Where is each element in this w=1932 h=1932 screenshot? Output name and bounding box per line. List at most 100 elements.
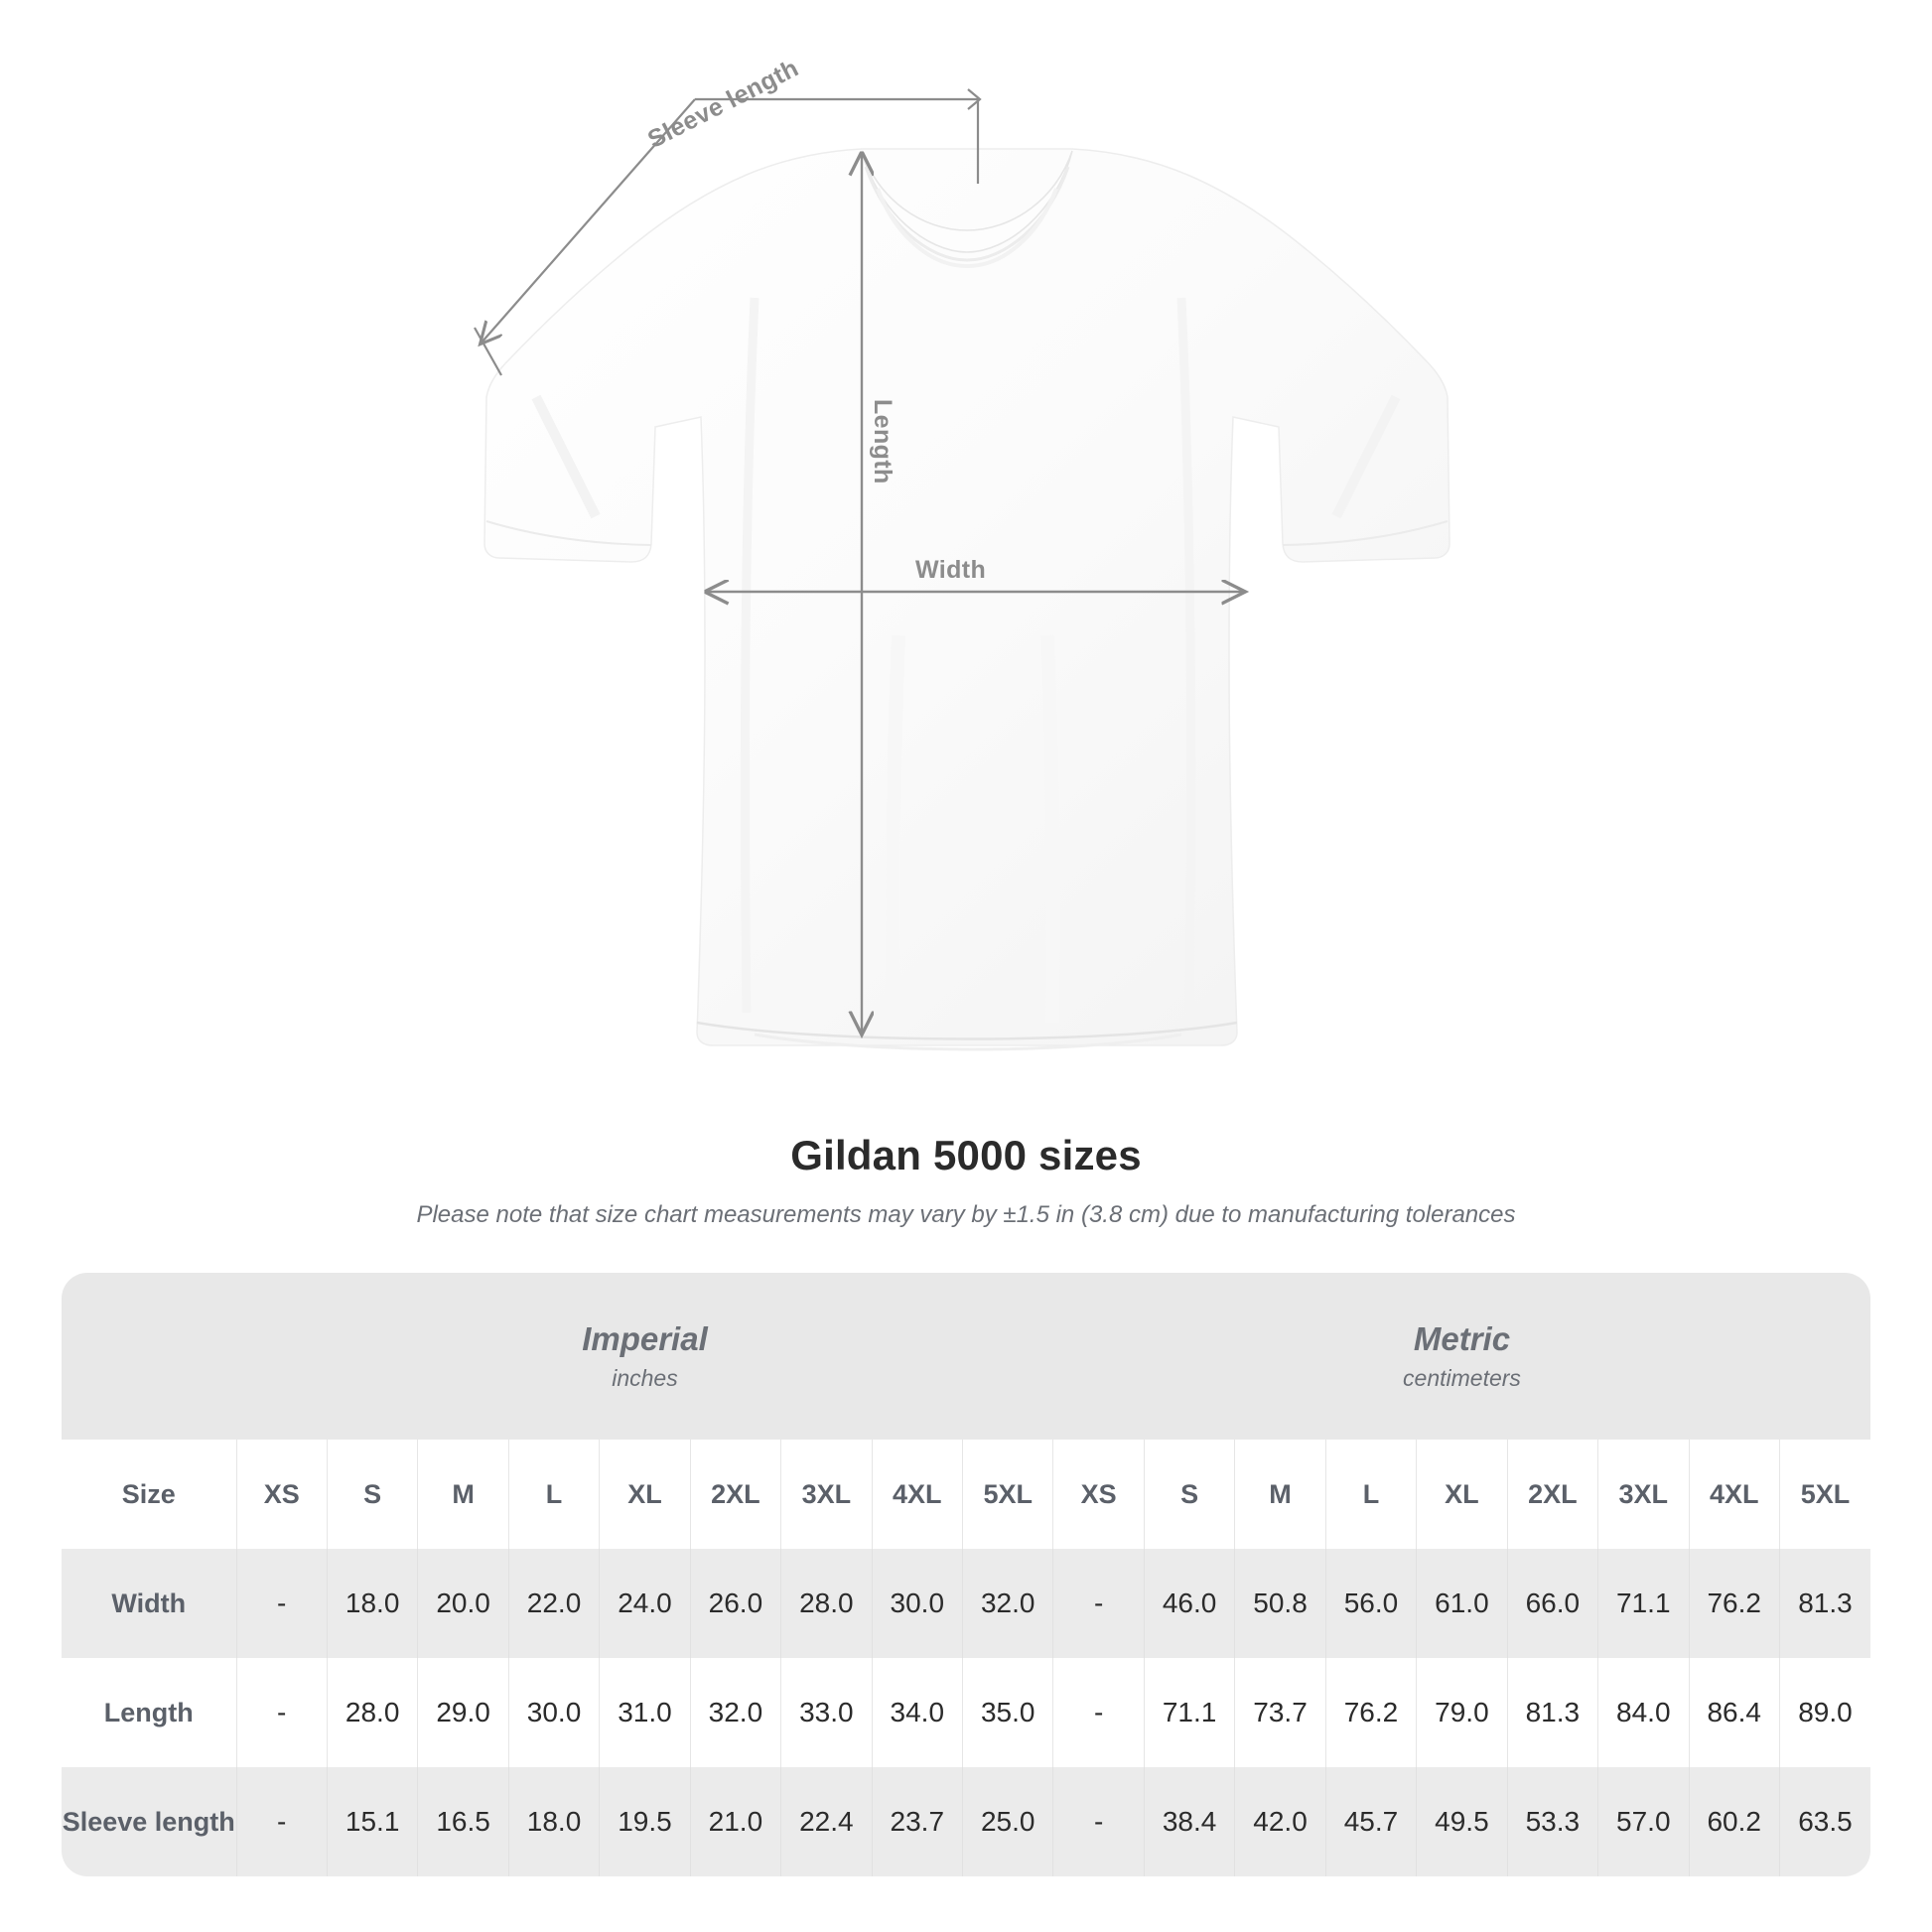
cell-sleeve-imperial-5xl: 25.0 [961,1767,1053,1876]
cell-sleeve-metric-xl: 49.5 [1416,1767,1508,1876]
cell-length-metric-4xl: 86.4 [1688,1658,1780,1767]
cell-width-imperial-s: 18.0 [326,1549,418,1658]
cell-width-imperial-2xl: 26.0 [689,1549,781,1658]
size-header-imperial-5xl: 5XL [961,1440,1053,1549]
cell-sleeve-imperial-3xl: 22.4 [780,1767,873,1876]
row-label-width: Width [62,1549,236,1658]
cell-length-imperial-s: 28.0 [326,1658,418,1767]
size-header-imperial-xl: XL [599,1440,691,1549]
imperial-unit-cell: Imperial inches [236,1273,1053,1440]
cell-sleeve-imperial-l: 18.0 [507,1767,600,1876]
cell-width-metric-xl: 61.0 [1416,1549,1508,1658]
cell-length-imperial-5xl: 35.0 [961,1658,1053,1767]
cell-width-imperial-3xl: 28.0 [780,1549,873,1658]
cell-sleeve-metric-5xl: 63.5 [1778,1767,1870,1876]
cell-length-metric-l: 76.2 [1324,1658,1417,1767]
cell-sleeve-metric-m: 42.0 [1234,1767,1326,1876]
size-header-metric-4xl: 4XL [1688,1440,1780,1549]
size-header-imperial-2xl: 2XL [689,1440,781,1549]
cell-width-imperial-xs: - [235,1549,328,1658]
width-label: Width [915,556,987,584]
cell-length-metric-xs: - [1052,1658,1145,1767]
cell-sleeve-imperial-xs: - [235,1767,328,1876]
cell-length-metric-s: 71.1 [1143,1658,1235,1767]
cell-width-imperial-4xl: 30.0 [871,1549,963,1658]
unit-spacer-cell [62,1273,236,1440]
row-label-sleeve-length: Sleeve length [62,1767,236,1876]
metric-unit-name: Metric [1413,1319,1511,1357]
cell-sleeve-metric-s: 38.4 [1143,1767,1235,1876]
size-header-metric-2xl: 2XL [1506,1440,1598,1549]
imperial-unit-name: Imperial [582,1319,708,1357]
tshirt-illustration [474,88,1450,1051]
size-header-metric-xl: XL [1416,1440,1508,1549]
cell-length-imperial-m: 29.0 [417,1658,509,1767]
cell-width-imperial-l: 22.0 [507,1549,600,1658]
length-label: Length [869,399,897,484]
cell-width-metric-l: 56.0 [1324,1549,1417,1658]
cell-sleeve-metric-2xl: 53.3 [1506,1767,1598,1876]
cell-length-metric-3xl: 84.0 [1597,1658,1689,1767]
cell-sleeve-imperial-4xl: 23.7 [871,1767,963,1876]
metric-unit-cell: Metric centimeters [1052,1273,1870,1440]
cell-width-imperial-xl: 24.0 [599,1549,691,1658]
tshirt-diagram: Sleeve length Length Width [474,54,1450,1051]
cell-sleeve-imperial-m: 16.5 [417,1767,509,1876]
cell-width-metric-2xl: 66.0 [1506,1549,1598,1658]
size-table-wrapper: Imperial inches Metric centimeters Size … [62,1273,1870,1876]
cell-width-metric-xs: - [1052,1549,1145,1658]
cell-sleeve-imperial-xl: 19.5 [599,1767,691,1876]
cell-length-metric-m: 73.7 [1234,1658,1326,1767]
cell-sleeve-metric-4xl: 60.2 [1688,1767,1780,1876]
size-header-imperial-4xl: 4XL [871,1440,963,1549]
size-header-imperial-xs: XS [235,1440,328,1549]
cell-length-metric-5xl: 89.0 [1778,1658,1870,1767]
cell-width-imperial-m: 20.0 [417,1549,509,1658]
sleeve-length-measure-line [474,88,982,376]
cell-width-imperial-5xl: 32.0 [961,1549,1053,1658]
size-header-imperial-l: L [507,1440,600,1549]
table-row: Length - 28.0 29.0 30.0 31.0 32.0 33.0 3… [62,1658,1870,1767]
page-title: Gildan 5000 sizes [790,1132,1142,1178]
cell-length-metric-2xl: 81.3 [1506,1658,1598,1767]
tolerance-note: Please note that size chart measurements… [416,1201,1516,1228]
size-chart-table: Imperial inches Metric centimeters Size … [62,1273,1870,1876]
cell-width-metric-5xl: 81.3 [1778,1549,1870,1658]
title-block: Gildan 5000 sizes Please note that size … [0,1132,1932,1229]
size-header-imperial-s: S [326,1440,418,1549]
table-row: Width - 18.0 20.0 22.0 24.0 26.0 28.0 30… [62,1549,1870,1658]
size-header-metric-l: L [1324,1440,1417,1549]
metric-unit-sub: centimeters [1403,1365,1521,1392]
size-header-metric-3xl: 3XL [1597,1440,1689,1549]
imperial-unit-sub: inches [612,1365,678,1392]
size-header-metric-xs: XS [1052,1440,1145,1549]
cell-sleeve-metric-xs: - [1052,1767,1145,1876]
cell-length-imperial-xl: 31.0 [599,1658,691,1767]
cell-length-imperial-2xl: 32.0 [689,1658,781,1767]
size-header-metric-m: M [1234,1440,1326,1549]
cell-width-metric-4xl: 76.2 [1688,1549,1780,1658]
unit-header-row: Imperial inches Metric centimeters [62,1273,1870,1440]
cell-width-metric-3xl: 71.1 [1597,1549,1689,1658]
tshirt-body-shape [483,148,1450,1051]
cell-length-imperial-xs: - [235,1658,328,1767]
cell-sleeve-imperial-s: 15.1 [326,1767,418,1876]
cell-length-imperial-3xl: 33.0 [780,1658,873,1767]
cell-width-metric-s: 46.0 [1143,1549,1235,1658]
table-row: Sleeve length - 15.1 16.5 18.0 19.5 21.0… [62,1767,1870,1876]
cell-width-metric-m: 50.8 [1234,1549,1326,1658]
size-label-cell: Size [62,1440,236,1549]
cell-length-imperial-4xl: 34.0 [871,1658,963,1767]
row-label-length: Length [62,1658,236,1767]
size-header-metric-s: S [1143,1440,1235,1549]
size-header-row: Size XS S M L XL 2XL 3XL 4XL 5XL XS S M … [62,1440,1870,1549]
size-header-imperial-3xl: 3XL [780,1440,873,1549]
cell-sleeve-metric-l: 45.7 [1324,1767,1417,1876]
cell-sleeve-imperial-2xl: 21.0 [689,1767,781,1876]
cell-length-metric-xl: 79.0 [1416,1658,1508,1767]
cell-length-imperial-l: 30.0 [507,1658,600,1767]
size-header-metric-5xl: 5XL [1778,1440,1870,1549]
size-header-imperial-m: M [417,1440,509,1549]
cell-sleeve-metric-3xl: 57.0 [1597,1767,1689,1876]
